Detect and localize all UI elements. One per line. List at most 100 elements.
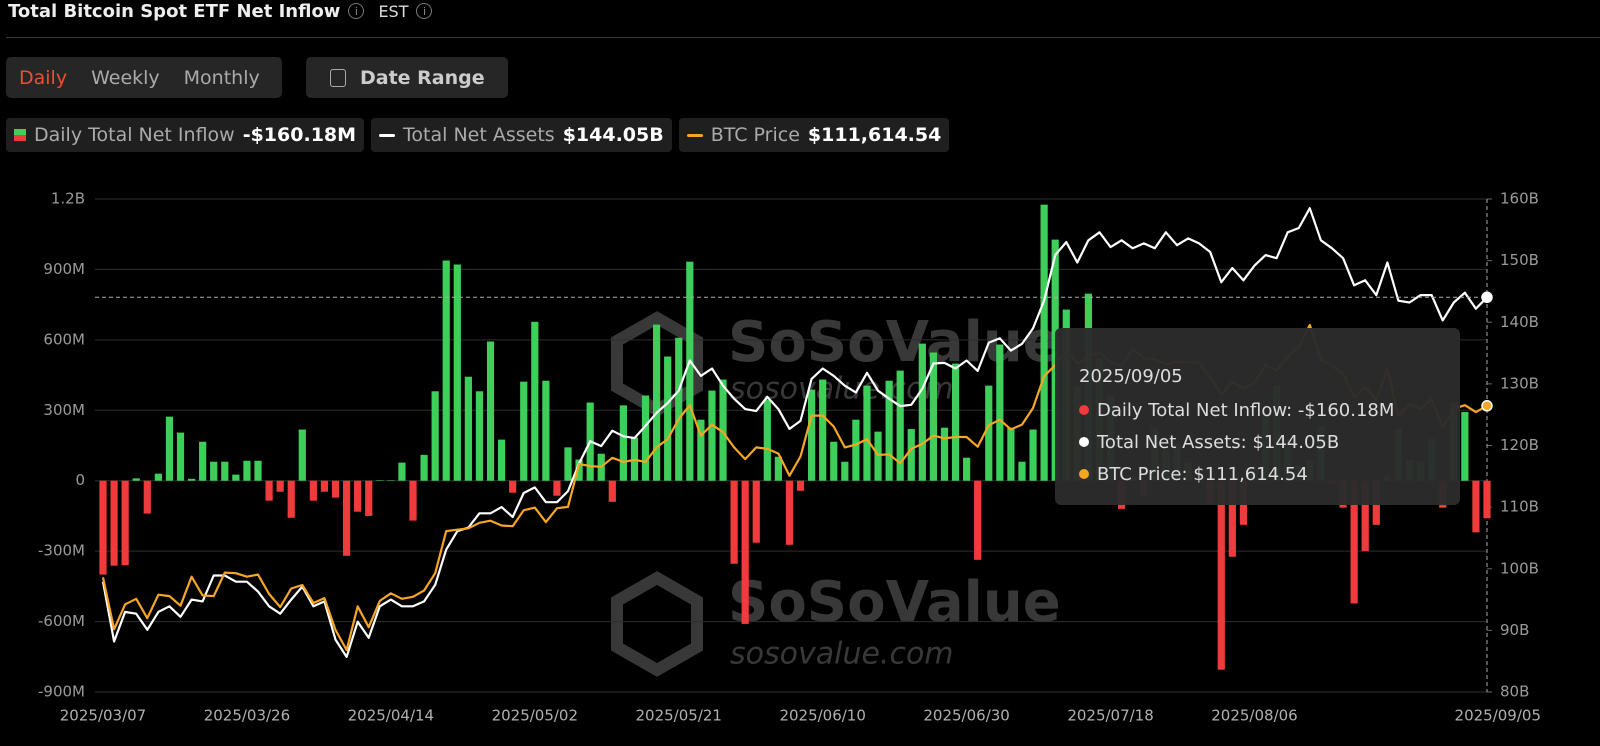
y2-tick-label: 100B (1500, 559, 1539, 577)
tooltip: 2025/09/05 Daily Total Net Inflow: -$160… (1055, 328, 1460, 505)
bar (830, 441, 838, 481)
bar (165, 416, 174, 481)
bar (464, 376, 472, 481)
bar (442, 260, 450, 481)
bar (841, 461, 849, 481)
tooltip-text: Total Net Assets: $144.05B (1097, 431, 1340, 453)
bar (298, 429, 306, 481)
bar (376, 480, 384, 481)
bar (653, 324, 661, 481)
bar (331, 480, 340, 498)
bar (232, 474, 240, 481)
bar (808, 389, 816, 481)
bar (664, 356, 672, 481)
watermark: SoSoValue sosovalue.com SoSoValue sosova… (611, 310, 1061, 677)
bar (365, 480, 373, 516)
bar (1217, 480, 1225, 670)
y2-tick-label: 140B (1500, 313, 1539, 331)
legend-value: -$160.18M (242, 124, 357, 146)
bar (996, 344, 1004, 481)
legend-name: Daily Total Net Inflow (34, 124, 235, 146)
bar (741, 480, 749, 624)
legend-item[interactable]: Total Net Assets $144.05B (371, 118, 672, 152)
bar (874, 431, 882, 481)
x-tick-label: 2025/04/14 (348, 707, 434, 725)
x-tick-label: 2025/06/10 (779, 707, 865, 725)
tooltip-row: Total Net Assets: $144.05B (1079, 426, 1460, 458)
bar (1228, 480, 1236, 557)
page-title: Total Bitcoin Spot ETF Net Inflow (8, 0, 341, 22)
bar (929, 352, 937, 481)
legend-item[interactable]: BTC Price $111,614.54 (678, 118, 950, 152)
legend-icon (379, 133, 396, 137)
info-icon[interactable]: i (348, 3, 365, 19)
divider (6, 37, 1600, 38)
info-icon[interactable]: i (416, 3, 433, 19)
bar (885, 380, 893, 481)
y-tick-label: 600M (43, 330, 85, 348)
bar (763, 399, 771, 481)
legend-icon (14, 129, 26, 141)
timezone[interactable]: EST (378, 1, 409, 21)
tab[interactable]: Monthly (183, 66, 260, 89)
tooltip-row: BTC Price: $111,614.54 (1079, 458, 1460, 490)
y2-tick-label: 130B (1500, 374, 1539, 392)
tooltip-dot (1079, 469, 1089, 479)
bar (520, 381, 528, 481)
bar (187, 478, 196, 481)
bar (730, 480, 738, 564)
y-tick-label: -600M (38, 612, 85, 630)
bar (486, 341, 495, 481)
bar (985, 385, 993, 481)
x-tick-label: 2025/05/02 (492, 707, 578, 725)
bar (110, 480, 118, 566)
bar (1350, 480, 1358, 604)
tab[interactable]: Daily (19, 66, 68, 89)
tooltip-text: BTC Price: $111,614.54 (1097, 463, 1308, 485)
bar (940, 427, 949, 481)
bar (210, 461, 218, 481)
tab[interactable]: Weekly (91, 66, 160, 89)
watermark-url: sosovalue.com (730, 637, 954, 672)
bar (143, 480, 151, 514)
last-point (1481, 291, 1493, 304)
y2-tick-label: 150B (1500, 251, 1539, 269)
y2-tick-label: 160B (1500, 190, 1539, 208)
bar (320, 480, 329, 492)
bar (132, 478, 140, 481)
legend-name: BTC Price (710, 124, 800, 146)
bar (154, 473, 162, 481)
header: Total Bitcoin Spot ETF Net Inflow i EST … (8, 0, 433, 22)
bar (431, 391, 439, 481)
tooltip-date: 2025/09/05 (1079, 365, 1183, 387)
legend-item[interactable]: Daily Total Net Inflow -$160.18M (6, 118, 365, 152)
bar (221, 461, 229, 481)
bar (608, 480, 616, 502)
bar (896, 370, 904, 481)
y-tick-label: 0 (75, 471, 85, 489)
legend: Daily Total Net Inflow -$160.18M Total Net… (6, 118, 950, 152)
bar (1472, 480, 1480, 533)
bar (619, 405, 627, 481)
legend-value: $111,614.54 (807, 124, 942, 146)
bar (453, 264, 461, 481)
y2-tick-label: 80B (1500, 683, 1529, 701)
bar (796, 480, 805, 491)
x-tick-label: 2025/05/21 (636, 707, 722, 725)
calendar-icon (330, 68, 346, 87)
bar (398, 462, 406, 481)
y2-tick-label: 110B (1500, 498, 1539, 516)
x-tick-label: 2025/07/18 (1067, 707, 1153, 725)
bar (752, 480, 760, 543)
bar (697, 419, 705, 481)
bar (542, 380, 550, 481)
legend-value: $144.05B (562, 124, 664, 146)
line-series (101, 207, 1488, 658)
legend-icon (686, 133, 703, 137)
bar (708, 390, 716, 481)
date-range-button[interactable]: Date Range (306, 57, 508, 98)
bar (276, 480, 284, 492)
bar (719, 379, 727, 481)
y-tick-label: 300M (43, 401, 85, 419)
bar (1029, 429, 1037, 481)
